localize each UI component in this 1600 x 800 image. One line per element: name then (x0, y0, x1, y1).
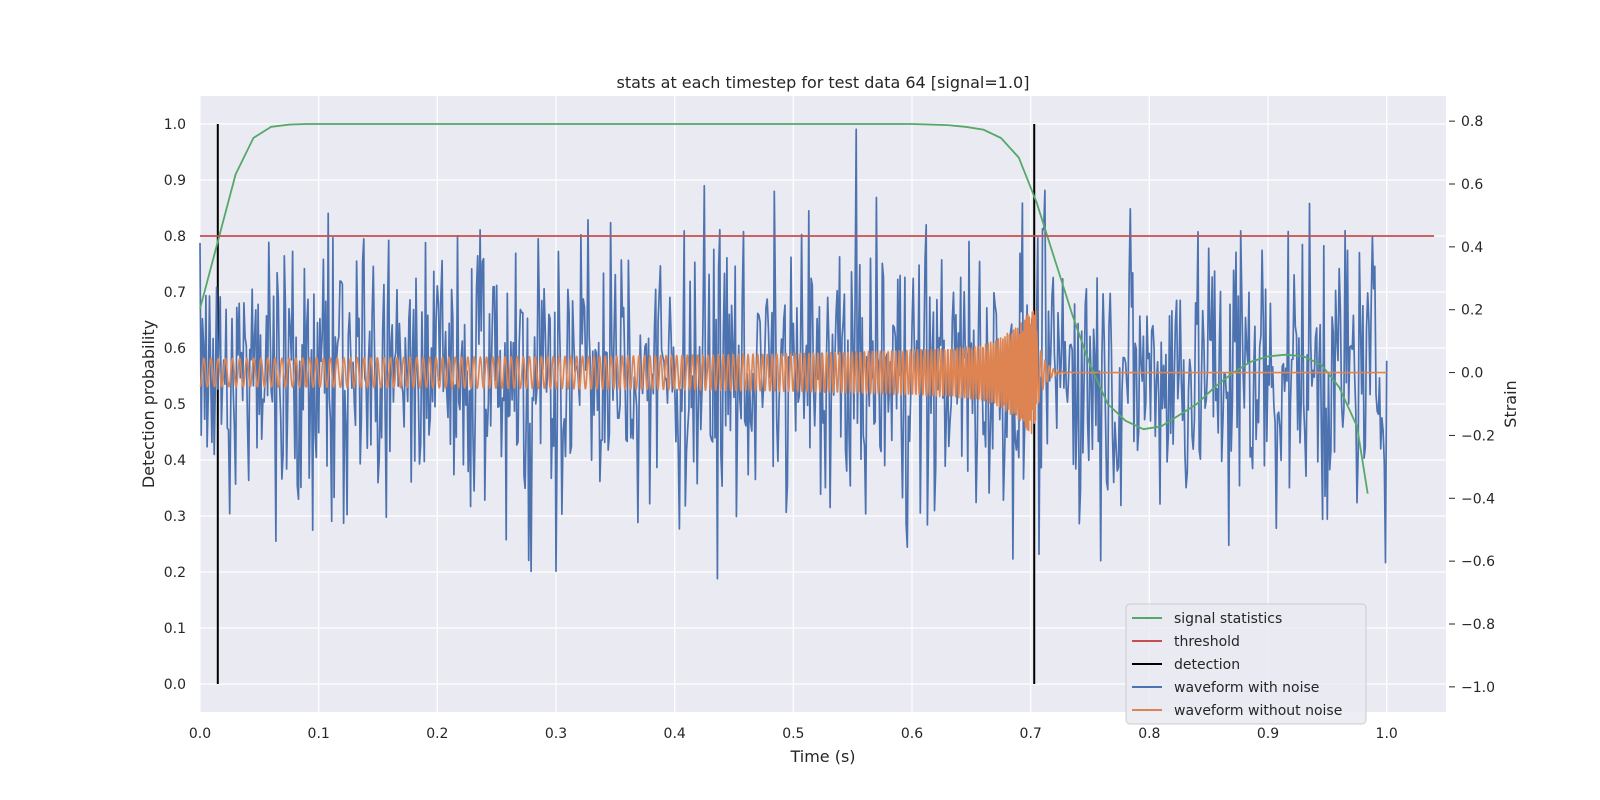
y-tick-label-right: 0.6 (1461, 177, 1483, 193)
y-tick-label-left: 0.9 (164, 173, 186, 189)
y-tick-label-right: −0.2 (1461, 428, 1495, 444)
y-tick-label-right: −0.4 (1461, 491, 1495, 507)
signal-statistics-line (199, 123, 1369, 494)
y-tick-label-left: 0.1 (164, 621, 186, 637)
x-tick-label: 0.5 (782, 726, 804, 742)
y-tick-label-left: 1.0 (164, 117, 186, 133)
x-axis-label: Time (s) (789, 747, 855, 766)
y-tick-label-right: 0.0 (1461, 366, 1483, 382)
y-tick-label-left: 0.0 (164, 677, 186, 693)
legend-box (1125, 603, 1367, 725)
waveform-without-noise-line (199, 310, 1388, 435)
legend-label: threshold (1174, 634, 1240, 650)
y-tick-label-right: −1.0 (1461, 680, 1495, 696)
y-axis-label-left: Detection probability (139, 320, 158, 488)
x-tick-label: 0.3 (545, 726, 567, 742)
x-tick-label: 0.4 (664, 726, 686, 742)
x-tick-label: 0.0 (189, 726, 211, 742)
legend-label: waveform without noise (1174, 703, 1342, 719)
y-tick-label-right: 0.4 (1461, 240, 1483, 256)
y-axis-label-right: Strain (1501, 380, 1520, 427)
legend: signal statistics threshold detection wavef… (1125, 603, 1367, 725)
y-tick-label-right: 0.2 (1461, 303, 1483, 319)
legend-label: waveform with noise (1174, 680, 1319, 696)
legend-label: detection (1174, 657, 1240, 673)
legend-label: signal statistics (1174, 611, 1282, 627)
y-tick-label-right: 0.8 (1461, 114, 1483, 130)
y-tick-label-left: 0.2 (164, 565, 186, 581)
waveform-with-noise-line (199, 128, 1388, 580)
series-layer (199, 123, 1435, 684)
x-tick-label: 0.7 (1020, 726, 1042, 742)
y-tick-label-left: 0.5 (164, 397, 186, 413)
x-tick-label: 0.2 (426, 726, 448, 742)
y-tick-label-left: 0.7 (164, 285, 186, 301)
x-tick-label: 0.8 (1138, 726, 1160, 742)
y-tick-label-right: −0.8 (1461, 617, 1495, 633)
x-tick-label: 0.9 (1257, 726, 1279, 742)
x-tick-label: 0.1 (308, 726, 330, 742)
chart-title: stats at each timestep for test data 64 … (617, 73, 1030, 92)
y-axis-left: 0.0 0.1 0.2 0.3 0.4 0.5 0.6 0.7 0.8 0.9 1.0 (164, 117, 186, 693)
y-tick-label-left: 0.6 (164, 341, 186, 357)
x-tick-label: 0.6 (901, 726, 923, 742)
y-tick-label-right: −0.6 (1461, 554, 1495, 570)
y-tick-label-left: 0.3 (164, 509, 186, 525)
y-tick-label-left: 0.4 (164, 453, 186, 469)
y-axis-right: −1.0 −0.8 −0.6 −0.4 −0.2 0.0 0.2 0.4 0.6 0.8 (1449, 114, 1495, 696)
x-tick-label: 1.0 (1376, 726, 1398, 742)
y-tick-label-left: 0.8 (164, 229, 186, 245)
x-axis: 0.0 0.1 0.2 0.3 0.4 0.5 0.6 0.7 0.8 0.9 1.0 (189, 726, 1398, 742)
